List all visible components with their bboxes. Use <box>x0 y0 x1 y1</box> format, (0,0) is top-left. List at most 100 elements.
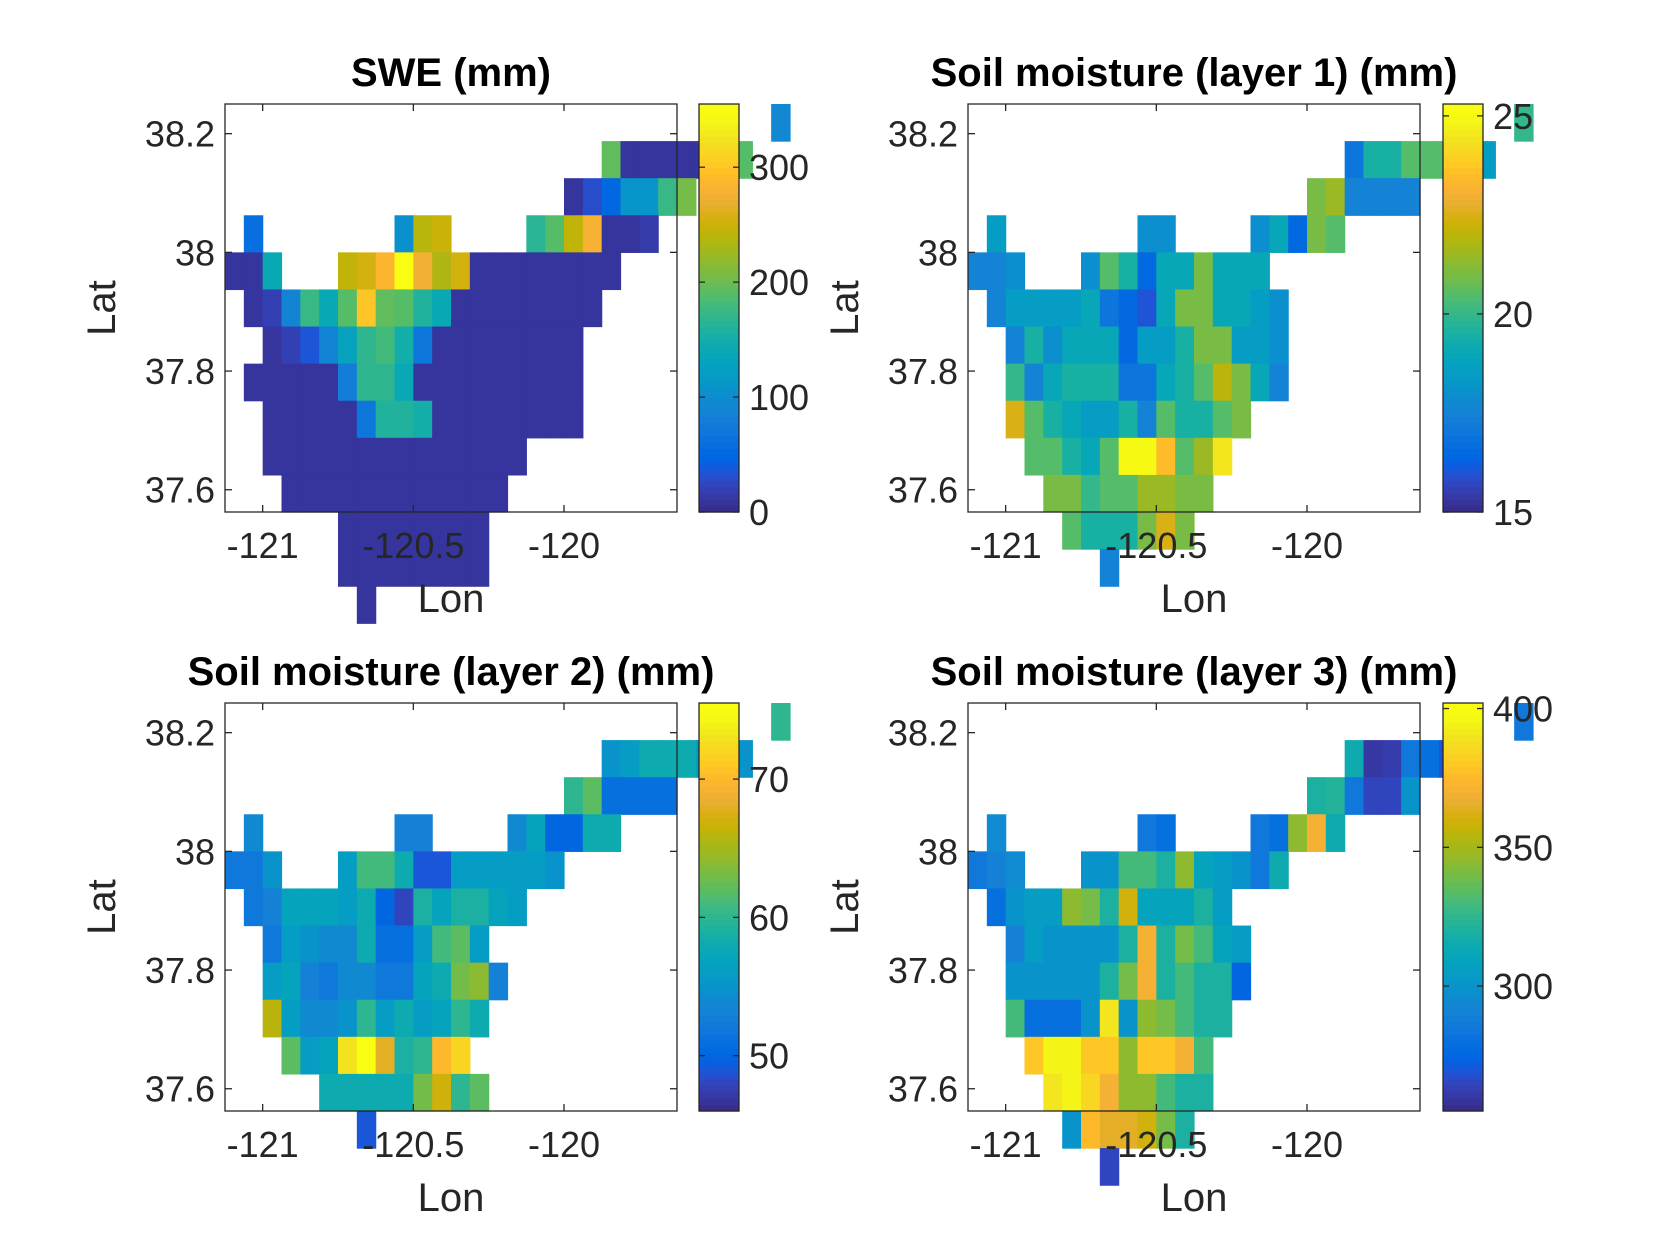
y-tick-label: 38 <box>175 232 215 273</box>
heatmap-cell <box>507 814 527 852</box>
colorbar-segment <box>1443 1053 1483 1061</box>
heatmap-cell <box>375 999 396 1038</box>
heatmap-cell <box>1156 512 1176 550</box>
colorbar-tick-label: 350 <box>1493 827 1553 868</box>
heatmap-cell <box>469 363 490 402</box>
heatmap-cell <box>1043 925 1063 964</box>
colorbar-segment <box>699 1060 739 1067</box>
heatmap-cell <box>677 141 697 179</box>
heatmap-cell <box>243 215 264 253</box>
heatmap-cell <box>1175 400 1195 439</box>
colorbar-tick-label: 50 <box>749 1036 789 1077</box>
heatmap-cell <box>1212 888 1233 927</box>
heatmap-cell <box>1081 289 1101 328</box>
heatmap-cell <box>507 888 527 927</box>
heatmap-cell <box>1382 178 1402 216</box>
heatmap-cell <box>1137 999 1157 1038</box>
x-tick-label: -121 <box>227 525 299 566</box>
heatmap-cell <box>564 400 584 439</box>
heatmap-cell <box>1081 400 1101 439</box>
colorbar-segment <box>699 830 739 838</box>
heatmap-cell <box>375 289 396 328</box>
colorbar-segment <box>1443 231 1483 239</box>
colorbar-segment <box>1443 945 1483 953</box>
heatmap-cell <box>225 252 245 291</box>
colorbar-segment <box>699 301 739 309</box>
heatmap-cell <box>356 437 377 476</box>
heatmap-cell <box>394 999 414 1038</box>
heatmap-cell <box>413 289 433 328</box>
y-tick-label: 37.6 <box>145 470 215 511</box>
heatmap-cell <box>639 740 659 778</box>
colorbar-segment <box>1443 480 1483 488</box>
heatmap-cell <box>658 740 678 778</box>
heatmap-cell <box>1024 962 1044 1001</box>
heatmap-cell <box>1062 888 1082 927</box>
heatmap-cell <box>1005 999 1026 1038</box>
colorbar-segment <box>699 824 739 832</box>
heatmap-cell <box>1099 851 1120 890</box>
panel-1: -121 -120.5 -120 37.6 37.8 38 38.2 SWE (mm) Lon L… <box>80 51 809 624</box>
heatmap-cell <box>338 851 358 890</box>
heatmap-cell <box>1382 141 1402 179</box>
heatmap-cell <box>1231 252 1252 291</box>
heatmap-cell <box>1137 400 1157 439</box>
colorbar-segment <box>1443 849 1483 857</box>
heatmap-cell <box>1137 215 1157 253</box>
heatmap-cell <box>1137 1036 1157 1075</box>
heatmap-cell <box>432 925 452 964</box>
heatmap-cell <box>771 104 791 142</box>
heatmap-cell <box>375 925 396 964</box>
heatmap-cell <box>1269 289 1289 328</box>
heatmap-cell <box>1175 888 1195 927</box>
colorbar-segment <box>699 913 739 921</box>
heatmap-cell <box>319 289 339 328</box>
colorbar-segment <box>699 1002 739 1010</box>
colorbar-segment <box>1443 989 1483 997</box>
colorbar-segment <box>699 365 739 373</box>
heatmap-cell <box>243 252 264 291</box>
heatmap-cell <box>1005 252 1026 291</box>
heatmap-cell <box>1043 437 1063 476</box>
heatmap-cell <box>1081 1036 1101 1075</box>
heatmap-cell <box>469 999 490 1038</box>
heatmap-cell <box>300 326 320 365</box>
heatmap-cell <box>394 925 414 964</box>
heatmap-cell <box>1307 777 1327 815</box>
heatmap-cell <box>507 363 527 402</box>
colorbar-segment <box>1443 798 1483 806</box>
heatmap-cell <box>319 999 339 1038</box>
colorbar-segment <box>1443 843 1483 851</box>
heatmap-cell <box>526 814 546 852</box>
colorbar-segment <box>699 467 739 475</box>
colorbar-segment <box>699 129 739 137</box>
colorbar-segment <box>699 492 739 500</box>
colorbar-segment <box>699 1098 739 1106</box>
heatmap-cell <box>1137 962 1157 1001</box>
colorbar-segment <box>699 958 739 965</box>
colorbar-segment <box>699 237 739 245</box>
heatmap-cell <box>319 888 339 927</box>
colorbar-segment <box>1443 416 1483 424</box>
heatmap-cell <box>601 777 622 815</box>
heatmap-cell <box>1099 888 1120 927</box>
heatmap-cell <box>639 215 659 253</box>
heatmap-cell <box>1081 962 1101 1001</box>
colorbar-segment <box>1443 983 1483 991</box>
x-tick-label: -120 <box>528 1124 600 1165</box>
heatmap-cell <box>281 925 301 964</box>
heatmap-cell <box>432 326 452 365</box>
heatmap-cell <box>1099 1111 1120 1149</box>
heatmap-cell <box>1005 363 1026 402</box>
colorbar-tick-label: 400 <box>1493 689 1553 730</box>
heatmap-cell <box>1156 326 1176 365</box>
heatmap-cell <box>1137 252 1157 291</box>
heatmap-cell <box>1137 474 1157 513</box>
heatmap-cell <box>394 1036 414 1075</box>
colorbar-segment <box>1443 862 1483 870</box>
heatmap-cell <box>451 474 471 513</box>
colorbar-segment <box>1443 1079 1483 1087</box>
heatmap-cell <box>413 326 433 365</box>
heatmap-cell <box>1156 999 1176 1038</box>
heatmap-cell <box>1194 326 1214 365</box>
